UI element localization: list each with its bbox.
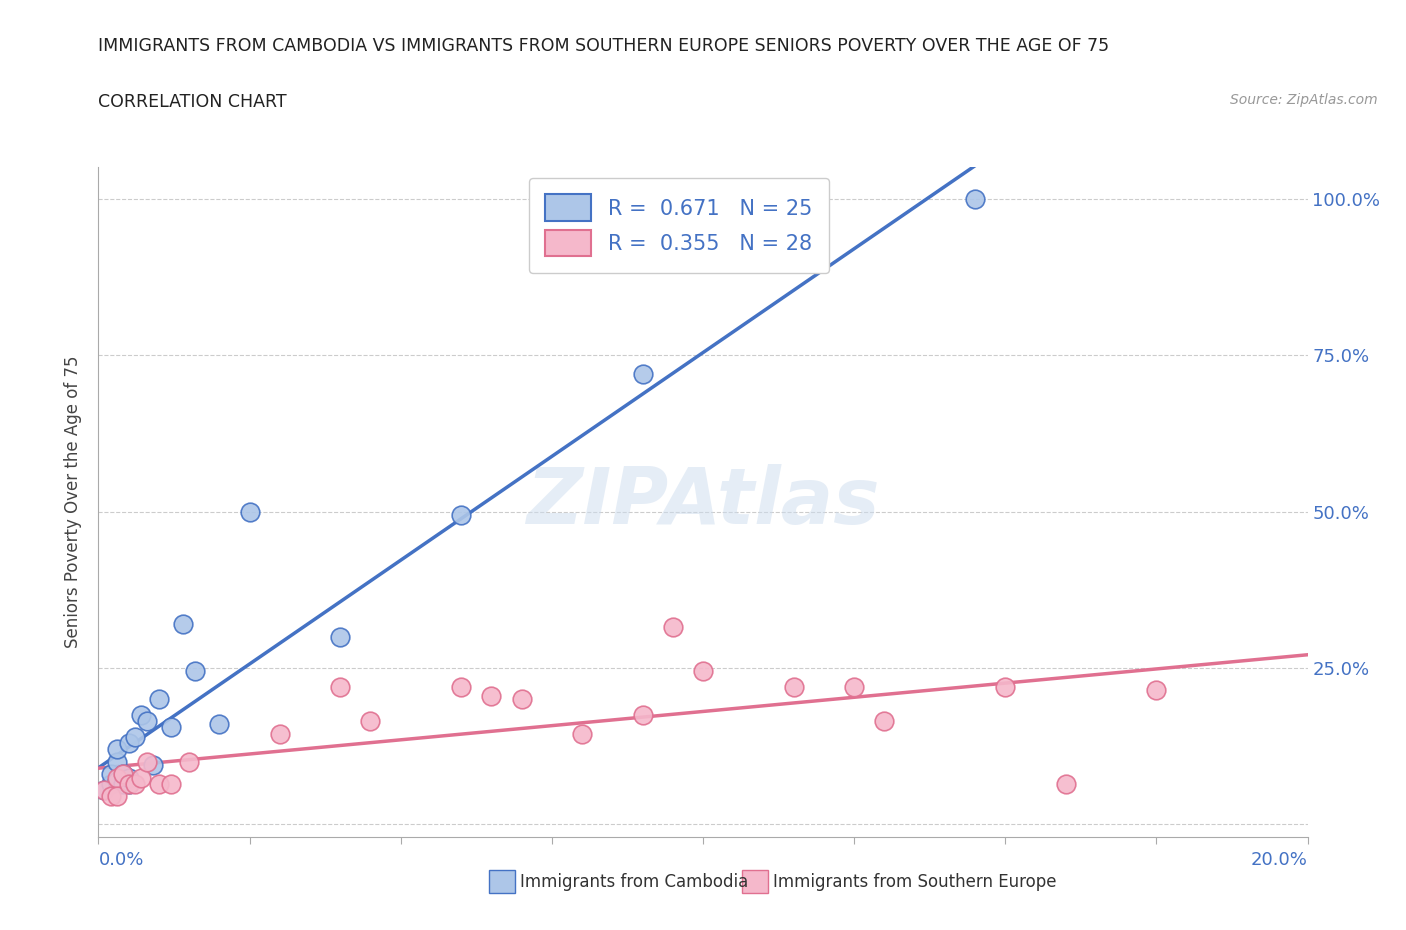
Point xyxy=(100,777,122,791)
Point xyxy=(450,507,472,522)
Point xyxy=(142,758,165,773)
Point xyxy=(111,767,134,782)
Point xyxy=(111,777,134,791)
Point xyxy=(1144,683,1167,698)
Point xyxy=(510,692,533,707)
Point xyxy=(239,504,262,519)
Point xyxy=(118,770,141,785)
Point xyxy=(93,783,115,798)
Point xyxy=(148,692,170,707)
Point xyxy=(783,680,806,695)
Point xyxy=(148,777,170,791)
Point xyxy=(631,708,654,723)
Point xyxy=(100,789,122,804)
Legend: R =  0.671   N = 25, R =  0.355   N = 28: R = 0.671 N = 25, R = 0.355 N = 28 xyxy=(529,178,830,273)
Point xyxy=(118,777,141,791)
Point xyxy=(93,783,115,798)
Text: IMMIGRANTS FROM CAMBODIA VS IMMIGRANTS FROM SOUTHERN EUROPE SENIORS POVERTY OVER: IMMIGRANTS FROM CAMBODIA VS IMMIGRANTS F… xyxy=(98,37,1109,55)
Point xyxy=(965,192,987,206)
Text: 20.0%: 20.0% xyxy=(1251,851,1308,869)
Point xyxy=(129,708,152,723)
Point xyxy=(105,789,128,804)
Point xyxy=(105,773,128,788)
Point xyxy=(160,720,183,735)
Point xyxy=(692,664,714,679)
Point xyxy=(571,726,593,741)
Point xyxy=(631,366,654,381)
Point xyxy=(105,754,128,769)
Point xyxy=(329,680,352,695)
Point xyxy=(124,777,146,791)
Point xyxy=(360,714,382,729)
Point xyxy=(135,754,157,769)
Point xyxy=(100,767,122,782)
Text: Immigrants from Cambodia: Immigrants from Cambodia xyxy=(520,872,748,891)
Text: Source: ZipAtlas.com: Source: ZipAtlas.com xyxy=(1230,93,1378,107)
Point xyxy=(873,714,896,729)
Point xyxy=(179,754,201,769)
Point xyxy=(118,736,141,751)
Text: Immigrants from Southern Europe: Immigrants from Southern Europe xyxy=(773,872,1057,891)
Point xyxy=(208,717,231,732)
Point xyxy=(172,617,194,631)
Point xyxy=(481,689,503,704)
Point xyxy=(105,742,128,757)
Text: ZIPAtlas: ZIPAtlas xyxy=(526,464,880,540)
Point xyxy=(329,630,352,644)
Point xyxy=(269,726,291,741)
Point xyxy=(994,680,1017,695)
Point xyxy=(129,770,152,785)
Point xyxy=(1054,777,1077,791)
Point xyxy=(184,664,207,679)
Point xyxy=(124,729,146,744)
Point xyxy=(662,620,685,635)
Point xyxy=(118,777,141,791)
Point xyxy=(844,680,866,695)
Point xyxy=(450,680,472,695)
Text: 0.0%: 0.0% xyxy=(98,851,143,869)
Point xyxy=(160,777,183,791)
Point xyxy=(111,767,134,782)
Text: CORRELATION CHART: CORRELATION CHART xyxy=(98,93,287,111)
Point xyxy=(105,770,128,785)
Point xyxy=(135,714,157,729)
Y-axis label: Seniors Poverty Over the Age of 75: Seniors Poverty Over the Age of 75 xyxy=(65,356,83,648)
